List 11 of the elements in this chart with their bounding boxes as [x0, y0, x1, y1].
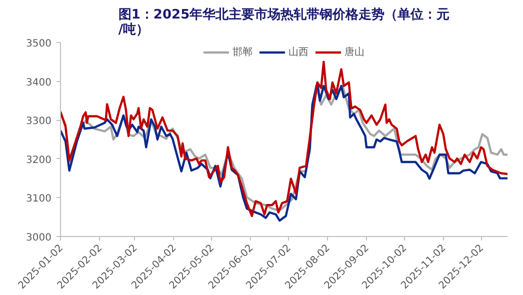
- y-tick-label: 3000: [26, 232, 52, 244]
- line-series: [60, 60, 508, 218]
- y-tick-label: 3100: [26, 194, 52, 205]
- y-tick-label: 3500: [26, 38, 52, 50]
- y-tick-label: 3300: [26, 116, 52, 128]
- y-tick-label: 3400: [26, 77, 52, 88]
- chart-title: 图1：2025年华北主要市场热轧带钢价格走势（单位：元/吨）: [118, 6, 450, 38]
- legend-label: 山西: [288, 46, 308, 59]
- legend-label: 唐山: [344, 46, 364, 59]
- legend-label: 邯郸: [232, 46, 252, 59]
- y-tick-label: 3200: [26, 154, 52, 166]
